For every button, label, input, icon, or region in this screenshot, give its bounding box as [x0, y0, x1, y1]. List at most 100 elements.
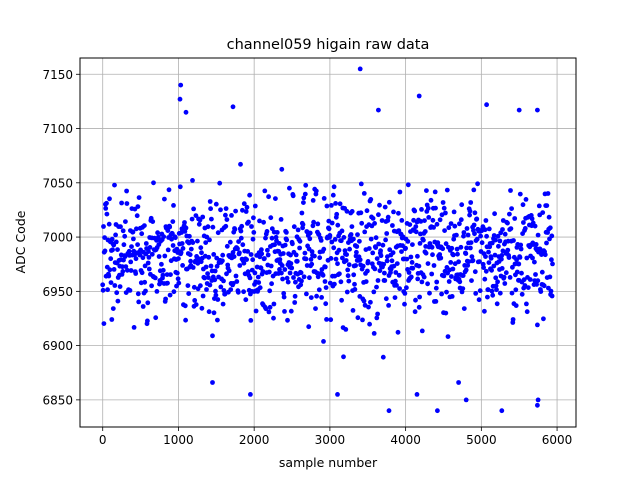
outlier-point — [183, 109, 189, 115]
data-point — [295, 227, 301, 233]
data-point — [146, 266, 152, 272]
data-point — [328, 317, 334, 323]
data-point — [120, 228, 126, 234]
data-point — [208, 206, 214, 212]
data-point — [110, 247, 115, 253]
data-point — [520, 202, 526, 208]
data-point — [115, 298, 121, 304]
data-point — [124, 267, 130, 273]
data-point — [109, 236, 115, 242]
data-point — [505, 220, 510, 226]
data-point — [550, 261, 555, 267]
data-point — [262, 188, 268, 194]
data-point — [268, 215, 274, 221]
data-point — [299, 210, 305, 216]
data-point — [465, 263, 471, 268]
data-point — [292, 293, 298, 299]
data-point — [524, 255, 530, 261]
data-point — [203, 240, 209, 246]
data-point — [428, 197, 434, 203]
x-tick-label: 0 — [99, 433, 107, 447]
data-point — [517, 255, 523, 260]
data-point — [508, 188, 513, 193]
data-point — [477, 288, 483, 294]
data-point — [346, 262, 352, 268]
data-point — [165, 247, 171, 253]
outlier-point — [435, 408, 440, 414]
data-point — [536, 203, 542, 209]
data-point — [114, 290, 120, 296]
outlier-point — [499, 408, 505, 414]
outlier-point — [357, 66, 363, 72]
data-point — [371, 331, 377, 336]
data-point — [244, 257, 250, 262]
data-point — [493, 275, 499, 281]
data-point — [131, 325, 137, 330]
data-point — [375, 311, 380, 317]
data-point — [355, 315, 361, 321]
outlier-point — [335, 392, 340, 397]
data-point — [440, 246, 446, 252]
data-point — [486, 226, 492, 232]
data-point — [522, 226, 528, 231]
data-point — [485, 287, 491, 293]
data-point — [460, 273, 466, 278]
data-point — [210, 224, 216, 230]
data-point — [474, 216, 480, 222]
data-point — [248, 252, 254, 257]
data-point — [549, 233, 555, 239]
data-point — [380, 354, 386, 360]
data-point — [221, 278, 226, 284]
data-point — [507, 211, 512, 217]
data-point — [252, 270, 258, 276]
data-point — [423, 250, 429, 256]
data-point — [290, 193, 296, 199]
data-point — [416, 263, 422, 269]
data-point — [433, 285, 439, 291]
data-point — [142, 279, 148, 285]
data-point — [135, 204, 141, 210]
data-point — [449, 294, 455, 299]
data-point — [282, 267, 288, 272]
data-point — [149, 283, 155, 289]
data-point — [455, 251, 460, 257]
data-point — [408, 254, 414, 260]
data-point — [226, 268, 232, 274]
data-point — [250, 257, 256, 263]
data-point — [307, 230, 313, 236]
outlier-point — [178, 82, 184, 88]
data-point — [234, 279, 240, 284]
data-point — [108, 256, 114, 262]
data-point — [321, 339, 326, 344]
data-point — [360, 263, 366, 269]
data-point — [257, 218, 262, 224]
data-point — [106, 221, 112, 227]
data-point — [534, 282, 539, 287]
data-point — [331, 245, 337, 251]
data-point — [129, 244, 134, 250]
data-point — [464, 226, 470, 231]
data-point — [266, 194, 271, 200]
data-point — [376, 212, 381, 218]
data-point — [542, 252, 548, 258]
data-point — [349, 224, 355, 230]
data-point — [217, 180, 223, 186]
data-point — [368, 299, 373, 305]
data-point — [288, 252, 293, 258]
data-point — [135, 291, 141, 297]
data-point — [108, 280, 114, 285]
data-point — [298, 270, 304, 276]
y-axis-label: ADC Code — [13, 210, 28, 273]
data-point — [319, 295, 324, 300]
outlier-point — [376, 107, 381, 113]
data-point — [410, 265, 416, 271]
data-point — [510, 264, 515, 270]
data-point — [433, 299, 439, 304]
outlier-point — [414, 392, 420, 397]
outlier-point — [535, 107, 540, 113]
data-point — [133, 256, 139, 262]
data-point — [449, 245, 455, 251]
data-point — [535, 278, 541, 284]
data-point — [215, 317, 220, 323]
data-point — [352, 287, 358, 292]
